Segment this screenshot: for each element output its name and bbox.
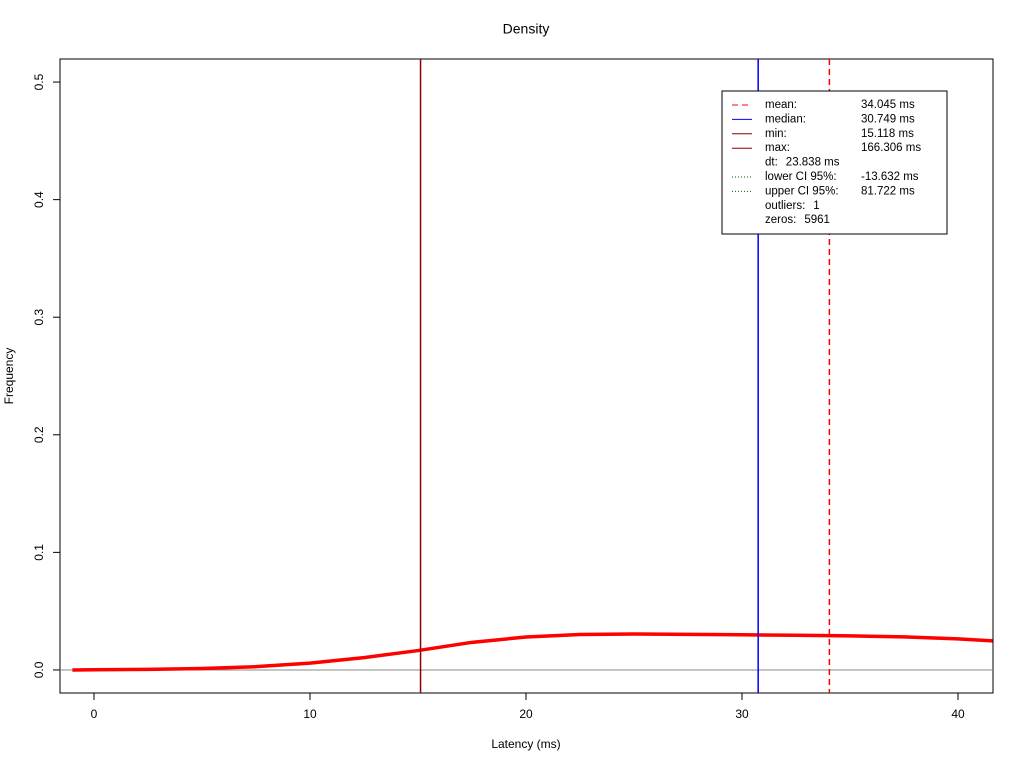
- legend-label: max:: [765, 142, 790, 154]
- legend-value: 166.306 ms: [861, 142, 921, 154]
- x-axis-label: Latency (ms): [491, 737, 560, 751]
- y-axis-label: Frequency: [2, 348, 16, 405]
- legend-label: outliers:: [765, 200, 805, 212]
- legend-value: 23.838 ms: [786, 157, 840, 169]
- legend-label: median:: [765, 113, 806, 125]
- legend-label: dt:: [765, 157, 778, 169]
- chart-title: Density: [503, 21, 550, 37]
- legend-value: -13.632 ms: [861, 171, 919, 183]
- density-line: [72, 632, 993, 672]
- legend-label: upper CI 95%:: [765, 185, 839, 197]
- x-tick-label: 40: [951, 707, 965, 721]
- legend-value: 1: [813, 200, 819, 212]
- legend-value: 15.118 ms: [861, 128, 914, 140]
- legend-entry: outliers: 1: [765, 200, 820, 212]
- legend-value: 34.045 ms: [861, 99, 915, 111]
- x-tick-label: 0: [91, 707, 98, 721]
- legend-value: 5961: [804, 214, 830, 226]
- legend-box: [721, 90, 948, 235]
- legend: mean: 34.045 ms median: 30.749 ms min: 15.118…: [721, 90, 948, 235]
- legend-label: zeros:: [765, 214, 796, 226]
- y-tick-label: 0.1: [32, 544, 46, 561]
- y-tick-label: 0.3: [32, 309, 46, 326]
- legend-label: min:: [765, 128, 787, 140]
- x-tick-label: 20: [519, 707, 533, 721]
- legend-entry: zeros: 5961: [765, 214, 830, 226]
- y-tick-label: 0.0: [32, 661, 46, 678]
- legend-entry: dt: 23.838 ms: [765, 157, 840, 169]
- x-tick-label: 30: [735, 707, 749, 721]
- y-tick-label: 0.5: [32, 73, 46, 90]
- legend-value: 81.722 ms: [861, 185, 915, 197]
- x-tick-label: 10: [303, 707, 317, 721]
- legend-label: lower CI 95%:: [765, 171, 837, 183]
- y-tick-label: 0.4: [32, 191, 46, 208]
- y-tick-label: 0.2: [32, 426, 46, 443]
- legend-value: 30.749 ms: [861, 113, 915, 125]
- legend-label: mean:: [765, 99, 797, 111]
